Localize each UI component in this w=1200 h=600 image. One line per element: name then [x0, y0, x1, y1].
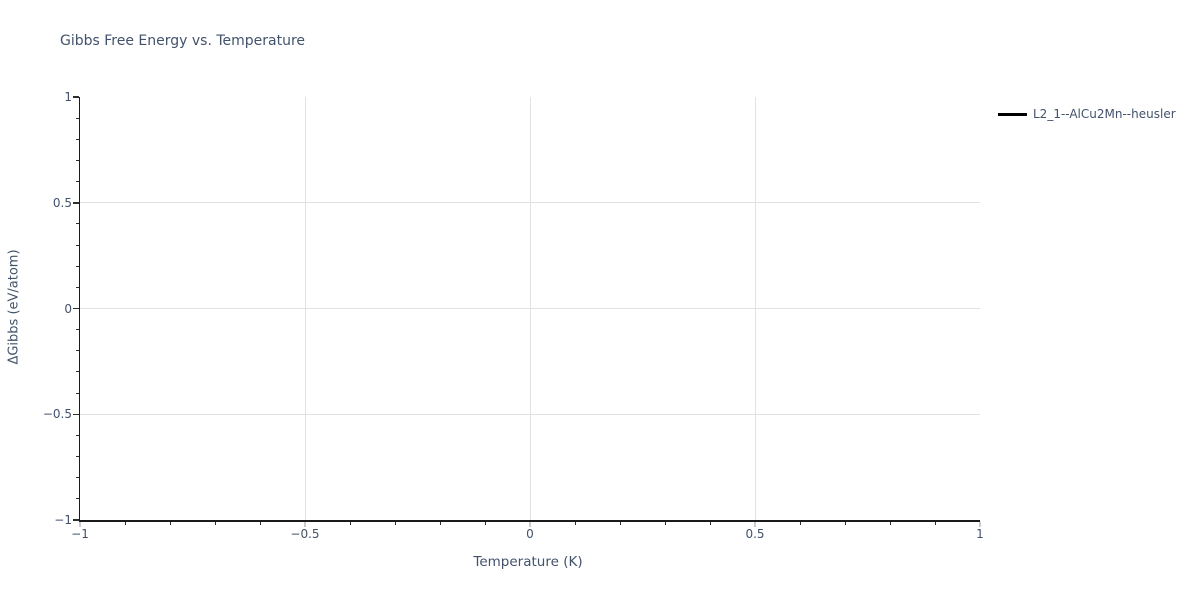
legend[interactable]: L2_1--AlCu2Mn--heusler — [998, 106, 1176, 122]
x-major-tick — [979, 521, 981, 527]
x-tick-label: 1 — [976, 527, 984, 541]
y-minor-tick — [75, 138, 79, 140]
x-minor-tick — [349, 521, 351, 525]
y-gridline — [80, 202, 980, 204]
chart-title: Gibbs Free Energy vs. Temperature — [60, 33, 306, 49]
legend-line-swatch — [998, 112, 1027, 116]
x-minor-tick — [124, 521, 126, 525]
y-minor-tick — [75, 392, 79, 394]
y-gridline — [80, 413, 980, 415]
x-minor-tick — [214, 521, 216, 525]
y-axis-line — [78, 97, 80, 522]
y-major-tick — [72, 519, 79, 521]
y-tick-label: 0.5 — [52, 195, 72, 210]
x-minor-tick — [259, 521, 261, 525]
y-minor-tick — [75, 181, 79, 183]
y-minor-tick — [75, 159, 79, 161]
y-tick-label: −1 — [54, 513, 72, 527]
x-major-tick — [754, 521, 756, 527]
y-minor-tick — [75, 244, 79, 246]
x-minor-tick — [619, 521, 621, 525]
y-minor-tick — [75, 498, 79, 500]
x-minor-tick — [394, 521, 396, 525]
y-major-tick — [72, 307, 79, 310]
y-minor-tick — [75, 117, 79, 119]
legend-entry-label: L2_1--AlCu2Mn--heusler — [1033, 107, 1176, 121]
x-minor-tick — [439, 521, 441, 525]
y-minor-tick — [75, 286, 79, 288]
y-tick-label: −0.5 — [42, 407, 72, 422]
y-major-tick — [72, 202, 79, 204]
y-tick-label: 1 — [64, 90, 72, 104]
y-tick-label: 0 — [64, 301, 72, 316]
y-minor-tick — [75, 329, 79, 331]
y-minor-tick — [75, 477, 79, 479]
x-minor-tick — [709, 521, 711, 525]
y-minor-tick — [75, 371, 79, 373]
x-minor-tick — [844, 521, 846, 525]
x-axis-line — [78, 520, 980, 522]
x-minor-tick — [484, 521, 486, 525]
y-minor-tick — [75, 350, 79, 352]
x-tick-label: 0.5 — [745, 527, 765, 541]
y-gridline — [80, 308, 980, 309]
y-major-tick — [72, 96, 79, 98]
x-minor-tick — [169, 521, 171, 525]
x-minor-tick — [889, 521, 891, 525]
x-major-tick — [79, 521, 81, 527]
x-minor-tick — [799, 521, 801, 525]
x-minor-tick — [934, 521, 936, 525]
x-tick-label: −1 — [71, 527, 89, 541]
y-minor-tick — [75, 223, 79, 225]
x-tick-label: 0 — [526, 527, 534, 541]
x-tick-label: −0.5 — [290, 527, 320, 541]
x-axis-title: Temperature (K) — [473, 554, 583, 570]
y-major-tick — [72, 413, 79, 415]
y-minor-tick — [75, 265, 79, 267]
y-minor-tick — [75, 434, 79, 436]
x-major-tick — [304, 521, 306, 527]
x-minor-tick — [574, 521, 576, 525]
x-major-tick — [529, 521, 531, 527]
x-minor-tick — [664, 521, 666, 525]
y-minor-tick — [75, 456, 79, 458]
